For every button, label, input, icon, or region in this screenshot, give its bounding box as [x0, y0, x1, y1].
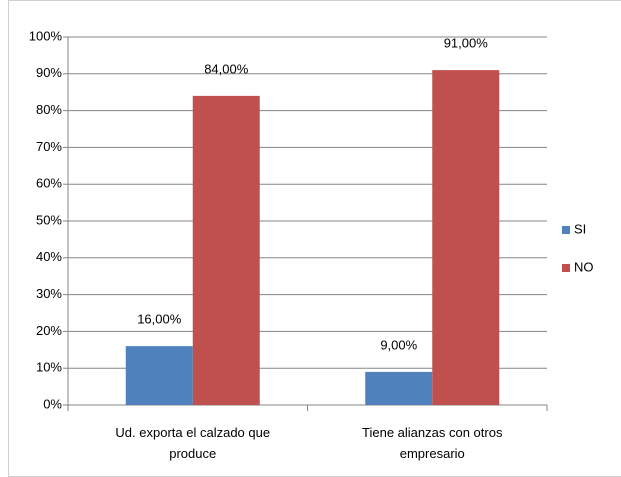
y-tick-label: 80%	[36, 102, 62, 117]
data-label: 91,00%	[444, 36, 489, 51]
x-tick-label: Tiene alianzas con otros empresario	[362, 425, 503, 461]
y-tick-label: 70%	[36, 139, 62, 154]
data-label: 84,00%	[204, 61, 249, 76]
legend-label: SI	[574, 221, 586, 236]
bar	[192, 95, 260, 405]
bar	[125, 346, 193, 405]
y-tick-label: 100%	[29, 28, 63, 43]
legend-label: NO	[574, 259, 594, 274]
y-tick-label: 40%	[36, 249, 62, 264]
y-tick-label: 50%	[36, 212, 62, 227]
x-tick-label: Ud. exporta el calzado que produce	[115, 425, 271, 461]
data-label: 9,00%	[380, 337, 417, 352]
y-tick-label: 90%	[36, 65, 62, 80]
legend-swatch	[562, 264, 570, 272]
y-tick-label: 20%	[36, 323, 62, 338]
y-tick-label: 60%	[36, 176, 62, 191]
y-tick-label: 30%	[36, 286, 62, 301]
y-tick-label: 10%	[36, 360, 62, 375]
data-label: 16,00%	[137, 312, 182, 327]
legend-swatch	[562, 226, 570, 234]
bar	[432, 70, 500, 406]
y-tick-label: 0%	[43, 396, 62, 411]
bar	[365, 371, 433, 405]
